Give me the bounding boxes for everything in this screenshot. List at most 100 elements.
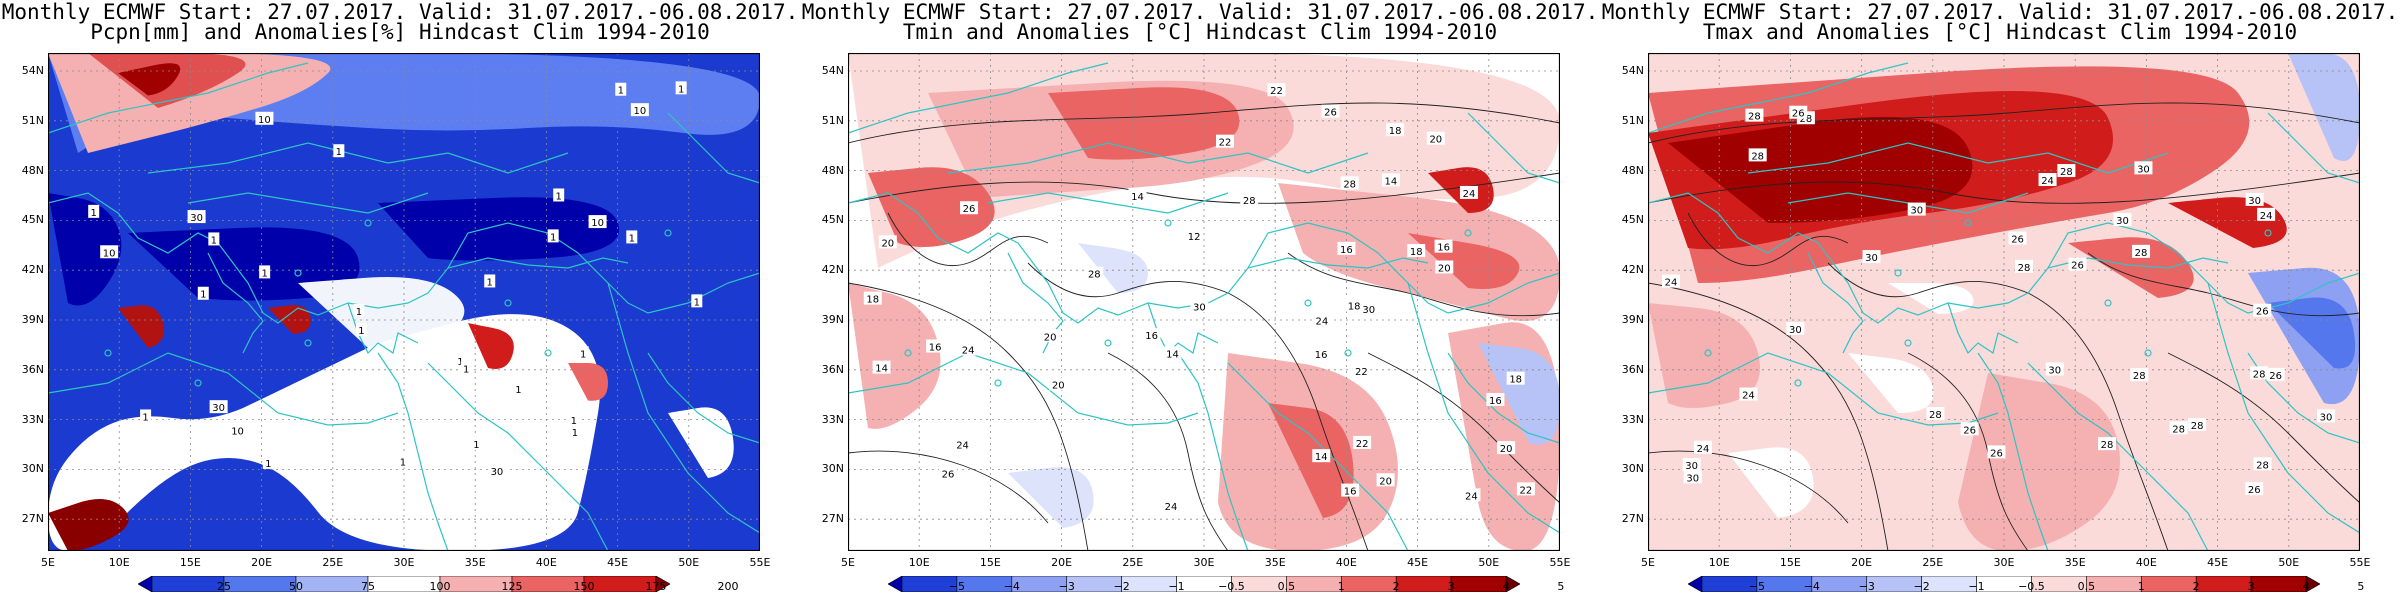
isoline-label-box (1426, 131, 1445, 145)
colorbar-label: 0.5 (1277, 580, 1296, 593)
graticule (1648, 53, 2360, 551)
lon-tick-label: 50E (2278, 556, 2300, 569)
isoline-label: 18 (1509, 375, 1522, 386)
lat-tick-label: 30N (1621, 462, 1644, 476)
isoline-label: 10 (258, 115, 271, 126)
isoline-label: 30 (1910, 206, 1923, 217)
isoline-label-box (1321, 104, 1340, 118)
lat-tick-label: 42N (21, 263, 44, 277)
lon-tick-label: 35E (2064, 556, 2086, 569)
isoline-label-box (1926, 406, 1945, 420)
isoline-label: 24 (1316, 317, 1329, 328)
isoline-label-box (2068, 257, 2087, 271)
colorbar-label: 5 (1557, 580, 1565, 593)
isoline-label: 10 (633, 106, 646, 117)
lon-tick-label: 25E (322, 556, 344, 569)
isoline-label-box (1312, 313, 1331, 327)
isoline-label: 28 (2191, 421, 2204, 432)
anomaly-field (1648, 303, 1760, 408)
isoline-label: 26 (1990, 448, 2003, 459)
isoline-label-box (1359, 302, 1378, 316)
colorbar-label: −0.5 (2018, 580, 2045, 593)
lat-tick-label: 54N (821, 64, 844, 77)
lat-tick-label: 33N (1621, 412, 1644, 426)
anomaly-field (48, 193, 122, 306)
lon-tick-label: 15E (1779, 556, 1801, 569)
lon-tick-label: 10E (908, 556, 930, 569)
isoline-label: 22 (1270, 86, 1283, 97)
isoline-label: 28 (2060, 167, 2073, 178)
anomaly-field (868, 167, 995, 247)
colorbar-label: 2 (2192, 580, 2200, 593)
graticule (848, 53, 1560, 551)
isoline-label-box (2257, 207, 2276, 221)
isoline-label-box (2188, 418, 2207, 432)
lat-tick-label: 30N (21, 462, 44, 476)
isoline-label: 26 (2071, 261, 2084, 272)
lat-tick-label: 33N (21, 412, 44, 426)
colorbar-label: 25 (217, 580, 231, 593)
isoline-label-box (939, 466, 958, 480)
isoline-label: 1 (473, 440, 479, 451)
isoline-label-box (2253, 303, 2272, 317)
lon-tick-label: 45E (2207, 556, 2229, 569)
colorbar-label: 0.5 (2077, 580, 2096, 593)
anomaly-field (2288, 53, 2360, 161)
isoline-label: 14 (1385, 177, 1398, 188)
tmax-title-line1: Monthly ECMWF Start: 27.07.2017. Valid: … (1601, 0, 2399, 24)
isoline-label: 1 (580, 349, 586, 360)
isoline-label-box (1506, 371, 1525, 385)
lon-tick-label: 40E (535, 556, 557, 569)
isoline-label: 14 (1166, 349, 1179, 360)
isoline-label: 24 (1463, 189, 1476, 200)
lon-tick-label: 50E (1478, 556, 1500, 569)
isoline-label: 28 (1800, 114, 1813, 125)
isoline-label: 1 (572, 428, 578, 439)
tmin-title-line2: Tmin and Anomalies [°C] Hindcast Clim 19… (902, 20, 1498, 44)
isoline-label-box (1041, 329, 1060, 343)
lon-tick-label: 55E (1549, 556, 1571, 569)
lon-tick-label: 35E (464, 556, 486, 569)
anomaly-field (1888, 283, 1974, 314)
anomaly-field (48, 499, 129, 551)
anomaly-field (118, 305, 164, 348)
lon-tick-label: 55E (2349, 556, 2371, 569)
isoline-label: 24 (1465, 491, 1478, 502)
colorbar-label: 150 (573, 580, 595, 593)
tmax-panel: Monthly ECMWF Start: 27.07.2017. Valid: … (1600, 0, 2400, 600)
isoline-label: 1 (200, 290, 206, 301)
colorbar-swatch (888, 576, 903, 592)
isoline-label-box (547, 229, 559, 243)
isoline-label-box (1312, 346, 1331, 360)
isoline-label-box (2169, 421, 2188, 435)
isoline-label: 26 (2011, 235, 2024, 246)
isoline-label-box (626, 230, 638, 244)
lon-tick-label: 45E (607, 556, 629, 569)
isoline-label: 28 (1929, 410, 1942, 421)
isoline-label: 16 (1344, 487, 1357, 498)
isoline-label: 30 (1865, 253, 1878, 264)
isoline-label: 28 (1751, 151, 1764, 162)
isoline-label-box (259, 265, 271, 279)
isoline-label-box (88, 204, 100, 218)
isoline-label: 18 (866, 295, 879, 306)
lat-tick-label: 51N (821, 113, 844, 127)
isoline-label-box (2045, 362, 2064, 376)
isoline-label: 30 (2320, 412, 2333, 423)
isoline-label-box (2057, 164, 2076, 178)
isoline-label-box (1142, 327, 1161, 341)
lon-tick-label: 20E (1851, 556, 1873, 569)
isoline-label-box (2250, 366, 2269, 380)
colorbar-label: 4 (2302, 580, 2310, 593)
isoline-label: 26 (1963, 425, 1976, 436)
colorbar-label: −1 (1168, 580, 1185, 593)
isoline-label-box (255, 111, 274, 125)
colorbar-label: 100 (429, 580, 451, 593)
anomaly-field (2168, 197, 2287, 248)
isoline-label-box (1407, 244, 1426, 258)
isoline-label-box (2008, 231, 2027, 245)
isoline-label-box (208, 232, 220, 246)
isoline-label: 26 (942, 469, 955, 480)
colorbar-label: 1 (1337, 580, 1345, 593)
